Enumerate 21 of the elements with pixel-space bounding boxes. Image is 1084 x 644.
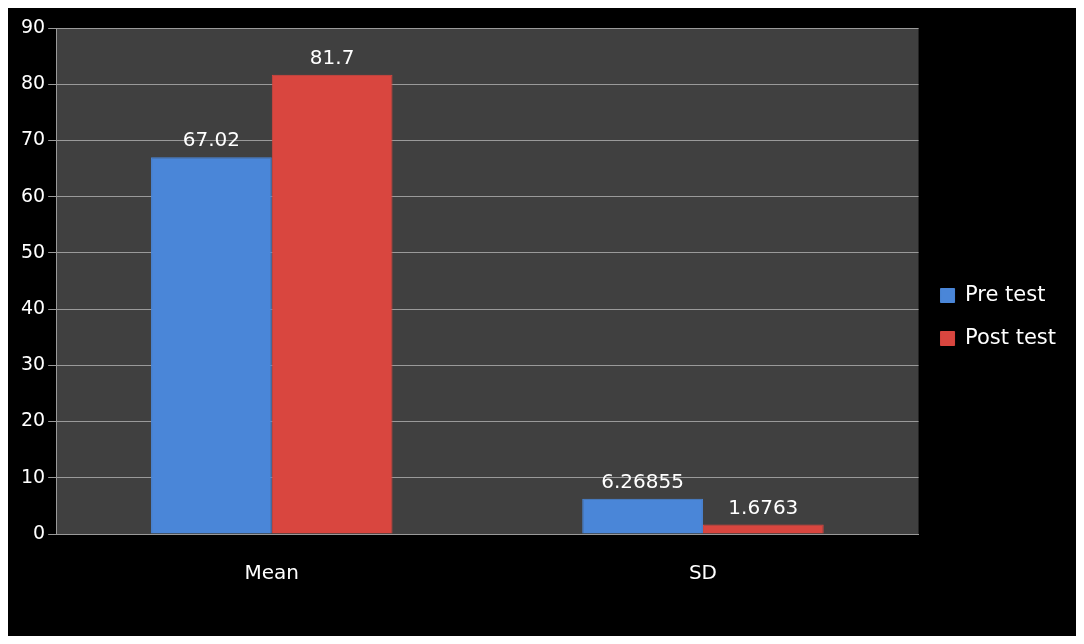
bar	[582, 498, 703, 534]
y-tick-label: 80	[20, 71, 46, 94]
bar	[271, 74, 393, 534]
data-label: 1.6763	[728, 494, 799, 519]
x-tick-label: Mean	[244, 560, 300, 585]
y-tick-label: 50	[20, 239, 46, 262]
y-tick-label: 20	[20, 408, 46, 431]
legend-label: Post test	[965, 324, 1057, 349]
x-tick-label: SD	[688, 560, 718, 585]
data-label: 67.02	[182, 127, 241, 152]
data-label: 81.7	[309, 44, 355, 69]
legend-label: Pre test	[965, 281, 1046, 306]
y-tick-label: 30	[20, 352, 46, 375]
y-tick-label: 40	[20, 296, 46, 319]
y-tick-label: 0	[33, 520, 46, 543]
bar	[151, 157, 272, 534]
y-tick-label: 90	[20, 14, 46, 37]
y-tick-label: 70	[20, 127, 46, 150]
y-tick-label: 60	[20, 183, 46, 206]
data-label: 6.26855	[601, 468, 684, 493]
y-tick-label: 10	[20, 464, 46, 487]
